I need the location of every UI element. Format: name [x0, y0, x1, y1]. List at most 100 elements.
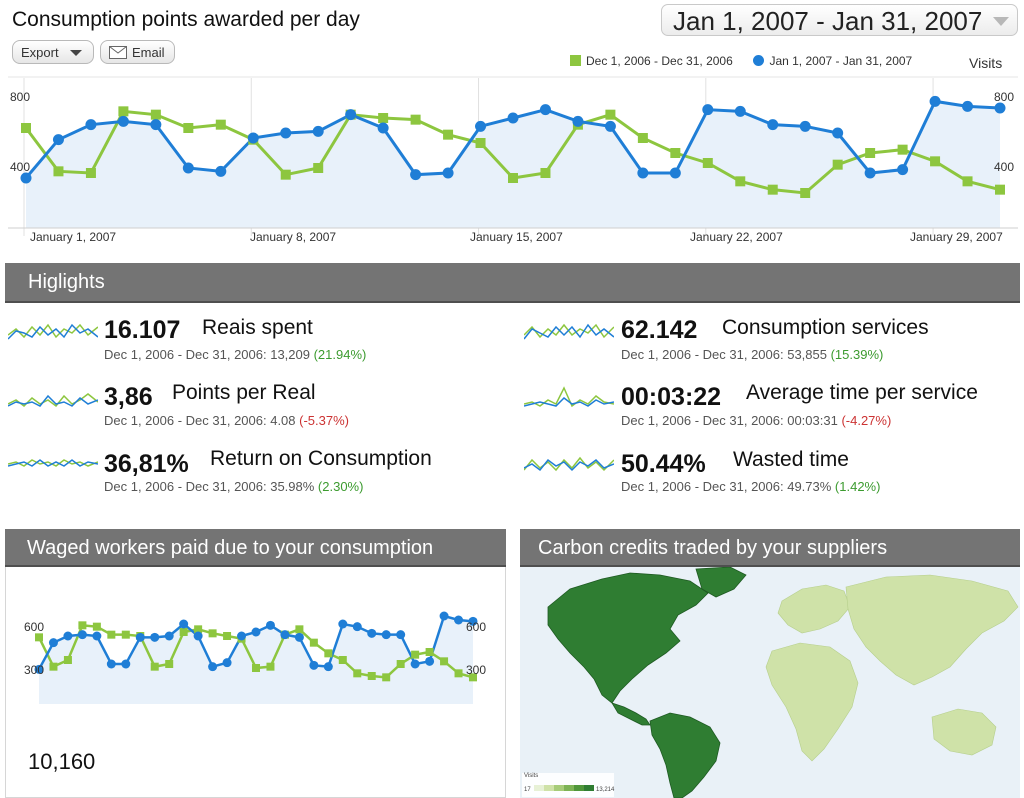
workers-current-point-29[interactable] [439, 611, 449, 621]
main-current-point-27[interactable] [864, 167, 876, 179]
workers-current-point-2[interactable] [48, 638, 58, 648]
main-current-point-26[interactable] [832, 127, 844, 139]
email-button[interactable]: Email [100, 40, 175, 64]
sparkline-points-per-real[interactable] [8, 384, 98, 414]
map-central-america[interactable] [611, 702, 651, 726]
workers-previous-point-11[interactable] [179, 628, 188, 636]
main-previous-point-14[interactable] [443, 129, 454, 140]
main-previous-point-3[interactable] [85, 168, 96, 178]
map-south-america[interactable] [649, 712, 721, 798]
workers-current-point-21[interactable] [323, 662, 333, 672]
main-current-point-19[interactable] [604, 120, 616, 132]
main-current-point-12[interactable] [377, 122, 389, 134]
workers-previous-point-14[interactable] [223, 632, 232, 640]
workers-previous-point-28[interactable] [425, 648, 434, 656]
workers-previous-point-23[interactable] [353, 669, 362, 678]
main-previous-point-13[interactable] [410, 114, 421, 125]
main-previous-point-28[interactable] [897, 144, 908, 155]
map-asia[interactable] [845, 574, 1019, 686]
main-previous-point-20[interactable] [637, 133, 648, 143]
main-current-point-7[interactable] [215, 165, 227, 177]
workers-current-point-30[interactable] [454, 615, 464, 625]
main-current-point-4[interactable] [117, 115, 129, 127]
main-current-point-13[interactable] [410, 169, 422, 181]
workers-previous-point-25[interactable] [382, 673, 391, 682]
workers-previous-point-24[interactable] [367, 672, 376, 680]
workers-current-point-17[interactable] [265, 620, 275, 630]
sparkline-return-on-consumption[interactable] [8, 450, 98, 480]
main-previous-point-10[interactable] [313, 163, 324, 173]
main-current-point-8[interactable] [247, 132, 259, 144]
main-previous-point-29[interactable] [930, 156, 941, 167]
main-current-point-24[interactable] [767, 119, 779, 131]
workers-current-point-13[interactable] [208, 662, 218, 672]
workers-previous-point-17[interactable] [266, 662, 275, 671]
main-previous-point-4[interactable] [118, 106, 129, 117]
workers-previous-point-20[interactable] [309, 638, 318, 647]
workers-current-point-23[interactable] [352, 622, 362, 632]
main-current-point-29[interactable] [929, 95, 941, 107]
workers-previous-point-31[interactable] [469, 673, 477, 682]
workers-current-point-3[interactable] [63, 631, 73, 641]
main-previous-point-5[interactable] [150, 109, 161, 120]
main-current-point-20[interactable] [637, 167, 649, 179]
main-previous-point-15[interactable] [475, 138, 486, 148]
workers-current-point-4[interactable] [77, 630, 87, 640]
metric-name[interactable]: Points per Real [172, 381, 316, 404]
main-previous-point-21[interactable] [670, 148, 681, 158]
main-current-point-30[interactable] [962, 100, 974, 112]
workers-previous-point-2[interactable] [49, 662, 58, 671]
workers-previous-point-22[interactable] [338, 656, 347, 664]
workers-current-point-24[interactable] [367, 628, 377, 638]
main-current-point-6[interactable] [182, 162, 194, 174]
main-current-point-18[interactable] [572, 115, 584, 127]
main-current-point-16[interactable] [507, 112, 519, 124]
workers-current-point-27[interactable] [410, 659, 420, 669]
workers-current-point-5[interactable] [92, 631, 102, 641]
workers-current-point-31[interactable] [468, 616, 478, 626]
main-previous-point-24[interactable] [767, 184, 778, 195]
main-current-point-31[interactable] [994, 102, 1006, 114]
export-button[interactable]: Export [12, 40, 94, 64]
date-range-picker[interactable]: Jan 1, 2007 - Jan 31, 2007 [661, 4, 1018, 36]
sparkline-wasted-time[interactable] [524, 450, 614, 480]
main-previous-point-9[interactable] [280, 169, 291, 180]
main-previous-point-16[interactable] [508, 173, 518, 183]
world-map[interactable] [520, 567, 1020, 798]
workers-current-point-11[interactable] [179, 619, 189, 629]
main-previous-point-1[interactable] [21, 123, 31, 133]
workers-current-point-7[interactable] [121, 659, 131, 669]
main-current-point-17[interactable] [539, 104, 551, 116]
workers-previous-point-4[interactable] [78, 621, 87, 630]
main-previous-point-19[interactable] [605, 109, 616, 120]
main-previous-point-31[interactable] [995, 184, 1005, 195]
map-greenland[interactable] [695, 567, 747, 598]
sparkline-average-time[interactable] [524, 384, 614, 414]
workers-current-point-12[interactable] [193, 631, 203, 641]
workers-current-point-16[interactable] [251, 627, 261, 637]
main-current-point-25[interactable] [799, 120, 811, 132]
main-previous-point-22[interactable] [702, 158, 713, 168]
main-current-point-21[interactable] [669, 167, 681, 179]
map-europe[interactable] [777, 584, 851, 634]
workers-previous-point-10[interactable] [165, 660, 174, 668]
metric-name[interactable]: Average time per service [746, 381, 978, 404]
workers-current-point-20[interactable] [309, 660, 319, 670]
workers-current-point-22[interactable] [338, 619, 348, 629]
main-previous-point-27[interactable] [865, 148, 876, 158]
workers-previous-point-26[interactable] [396, 660, 405, 668]
workers-previous-point-27[interactable] [411, 650, 420, 659]
workers-current-point-18[interactable] [280, 630, 290, 640]
main-previous-point-26[interactable] [832, 159, 843, 170]
main-previous-point-2[interactable] [53, 166, 64, 177]
workers-previous-point-1[interactable] [35, 633, 43, 642]
metric-name[interactable]: Reais spent [202, 316, 313, 339]
main-current-point-22[interactable] [702, 104, 714, 116]
workers-current-point-9[interactable] [150, 632, 160, 642]
workers-current-point-1[interactable] [34, 664, 44, 674]
workers-previous-point-30[interactable] [454, 669, 463, 678]
metric-name[interactable]: Consumption services [722, 316, 929, 339]
workers-current-point-19[interactable] [294, 632, 304, 642]
workers-previous-point-9[interactable] [150, 662, 159, 671]
map-africa[interactable] [765, 642, 859, 762]
